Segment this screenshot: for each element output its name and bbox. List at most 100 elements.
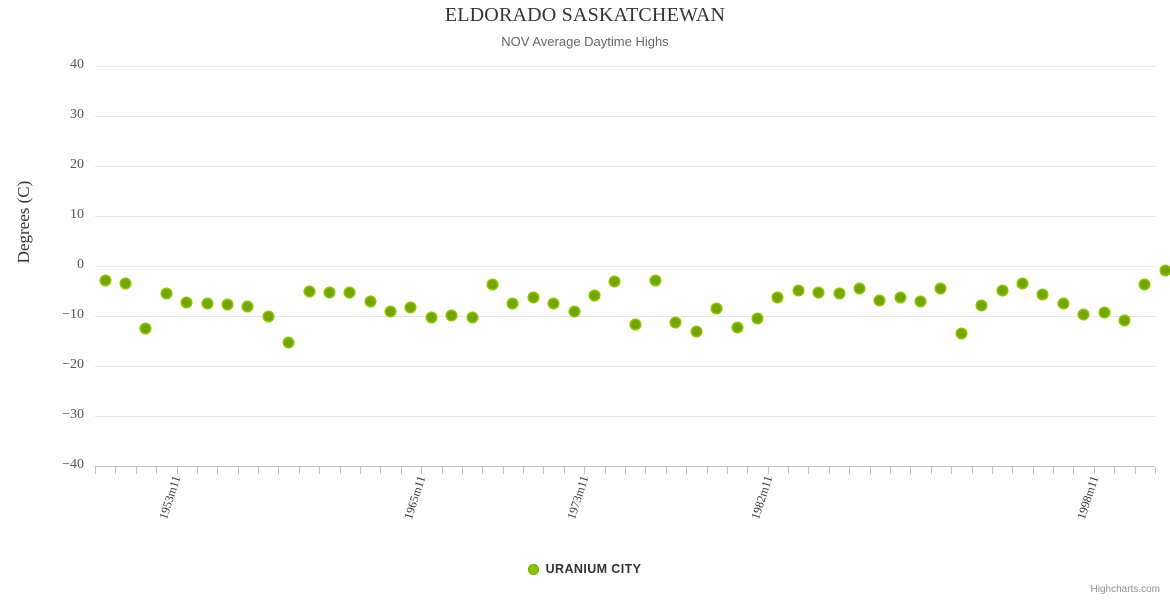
data-point[interactable] [467,312,477,322]
data-point[interactable] [814,287,824,297]
data-point[interactable] [732,322,742,332]
y-gridline [95,266,1155,267]
data-point[interactable] [589,290,599,300]
data-point[interactable] [324,287,334,297]
x-axis-tick [1093,467,1095,474]
y-axis-tick-label: −30 [62,407,84,422]
x-axis-tick [339,467,341,474]
data-point[interactable] [508,298,518,308]
y-axis-tick-label: 10 [70,207,84,222]
data-point[interactable] [569,306,579,316]
x-axis-tick [196,467,198,474]
data-point[interactable] [936,283,946,293]
x-axis-tick [971,467,973,474]
x-axis-tick [380,467,382,474]
data-point[interactable] [651,275,661,285]
data-point[interactable] [1160,265,1170,275]
data-point[interactable] [202,298,212,308]
y-gridline [95,316,1155,317]
x-axis-tick [482,467,484,474]
data-point[interactable] [875,295,885,305]
x-axis-tick [258,467,260,474]
data-point[interactable] [549,298,559,308]
x-axis-tick [849,467,851,474]
x-axis-tick [278,467,280,474]
data-point[interactable] [161,288,171,298]
data-point[interactable] [304,286,314,296]
data-point[interactable] [345,287,355,297]
data-point[interactable] [488,279,497,289]
data-point[interactable] [1038,289,1048,299]
data-point[interactable] [630,319,640,329]
x-axis-tick-label: 1998m11 [1073,474,1101,522]
legend[interactable]: URANIUM CITY [0,562,1170,576]
x-axis-tick [502,467,504,474]
data-point[interactable] [753,313,762,323]
data-point[interactable] [977,300,987,310]
y-axis-tick-label: −40 [62,457,84,472]
data-point[interactable] [243,301,253,311]
x-axis-tick [360,467,361,474]
x-axis-line [95,466,1155,467]
data-point[interactable] [610,276,620,286]
x-axis-tick [788,467,790,474]
data-point[interactable] [386,306,396,316]
data-point[interactable] [223,299,232,309]
x-axis-tick [298,467,300,474]
x-axis-tick [951,467,953,474]
data-point[interactable] [854,283,864,293]
x-axis-tick [910,467,912,474]
x-axis-tick [1053,467,1055,474]
data-point[interactable] [712,303,722,313]
data-point[interactable] [263,311,273,321]
data-point[interactable] [956,328,966,338]
data-point[interactable] [1058,298,1068,308]
data-point[interactable] [1140,279,1150,289]
data-point[interactable] [916,296,926,306]
y-gridline [95,216,1155,217]
data-point[interactable] [284,337,294,347]
x-axis-tick [828,467,830,474]
data-point[interactable] [365,296,375,306]
y-gridline [95,166,1155,167]
data-point[interactable] [1018,278,1027,288]
x-axis-tick [1032,467,1034,474]
y-axis-tick-label: 30 [70,107,84,122]
data-point[interactable] [121,278,131,288]
x-axis-tick [1073,467,1075,474]
credits-label[interactable]: Highcharts.com [1090,584,1160,595]
x-axis-tick [95,467,96,474]
x-axis-tick [1114,467,1116,474]
data-point[interactable] [182,297,192,307]
x-axis-tick [869,467,871,474]
data-point[interactable] [141,323,151,333]
x-axis-tick [523,467,525,474]
legend-item-uranium-city[interactable]: URANIUM CITY [545,562,642,576]
data-point[interactable] [773,292,783,302]
x-axis-tick [604,467,606,474]
data-point[interactable] [997,285,1007,295]
data-point[interactable] [793,285,803,295]
chart-title: ELDORADO SASKATCHEWAN [444,4,726,26]
data-point[interactable] [691,326,701,336]
x-axis-tick-label: 1965m11 [401,474,429,522]
data-point[interactable] [447,310,457,320]
data-point[interactable] [1119,315,1129,325]
data-point[interactable] [100,275,110,285]
data-point[interactable] [426,312,436,322]
x-axis-tick [156,467,158,474]
x-axis-tick [625,467,626,474]
data-point[interactable] [1099,307,1109,317]
data-point[interactable] [834,288,844,298]
x-axis-tick [726,467,728,474]
data-point[interactable] [528,292,538,302]
data-point[interactable] [406,302,416,312]
x-axis-tick [930,467,932,474]
x-axis-tick [1134,467,1136,474]
x-axis-tick [686,467,688,474]
data-point[interactable] [895,292,905,302]
data-point[interactable] [1079,309,1089,319]
x-axis-tick [319,467,321,474]
data-point[interactable] [671,317,681,327]
